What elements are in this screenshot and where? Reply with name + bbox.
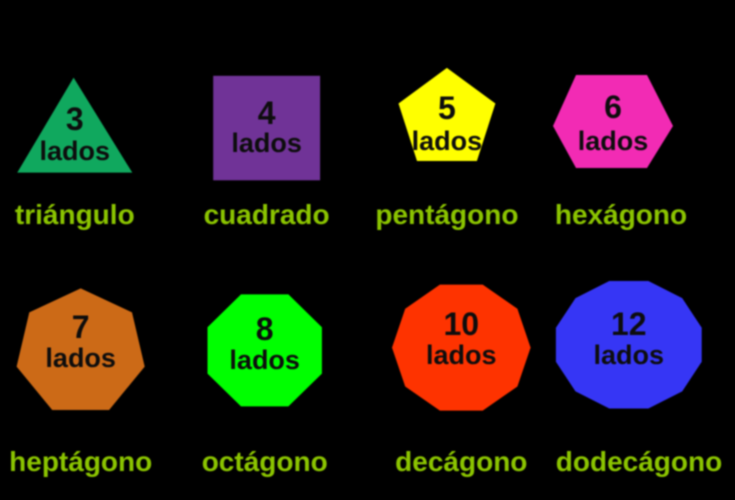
svg-text:7: 7 bbox=[72, 309, 90, 345]
svg-text:pentágono: pentágono bbox=[375, 199, 518, 230]
svg-text:5: 5 bbox=[438, 90, 456, 126]
svg-text:cuadrado: cuadrado bbox=[204, 199, 330, 230]
svg-text:decágono: decágono bbox=[395, 446, 527, 477]
svg-text:3: 3 bbox=[66, 101, 84, 137]
svg-text:lados: lados bbox=[231, 128, 302, 158]
svg-text:12: 12 bbox=[611, 306, 647, 342]
svg-text:octágono: octágono bbox=[202, 446, 328, 477]
svg-text:heptágono: heptágono bbox=[9, 446, 152, 477]
svg-text:triángulo: triángulo bbox=[15, 199, 135, 230]
svg-text:8: 8 bbox=[256, 311, 274, 347]
svg-text:lados: lados bbox=[40, 136, 111, 166]
svg-text:lados: lados bbox=[412, 126, 483, 156]
svg-text:lados: lados bbox=[578, 126, 649, 156]
svg-text:hexágono: hexágono bbox=[555, 199, 687, 230]
svg-text:lados: lados bbox=[45, 343, 116, 373]
svg-text:lados: lados bbox=[229, 345, 300, 375]
svg-text:6: 6 bbox=[604, 89, 622, 125]
svg-text:10: 10 bbox=[444, 306, 480, 342]
svg-text:4: 4 bbox=[258, 95, 276, 131]
svg-text:lados: lados bbox=[594, 340, 665, 370]
svg-text:dodecágono: dodecágono bbox=[556, 446, 722, 477]
svg-text:lados: lados bbox=[426, 340, 497, 370]
